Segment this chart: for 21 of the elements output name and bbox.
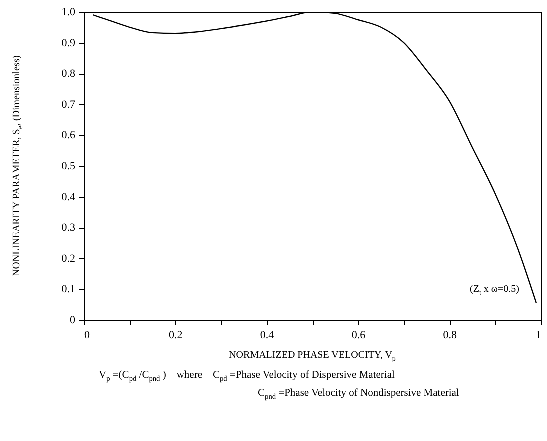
y-tick-label: 1.0 bbox=[62, 6, 76, 18]
x-tick-label: 0.8 bbox=[443, 330, 458, 342]
y-tick-label: 0.5 bbox=[62, 160, 76, 172]
x-tick-label: 0 bbox=[84, 330, 90, 342]
x-tick-label: 1 bbox=[536, 330, 542, 342]
text: C$_{pnd}$ =Phase Velocity of Nondispersive Material bbox=[258, 388, 460, 402]
x-tick-label: 0.2 bbox=[169, 330, 183, 342]
y-tick-label: 0 bbox=[70, 314, 76, 326]
y-tick-label: 0.6 bbox=[62, 130, 76, 142]
y-tick-label: 0.7 bbox=[62, 98, 76, 111]
x-tick-label: 0.4 bbox=[260, 330, 275, 342]
x-tick-label: 0.6 bbox=[352, 330, 366, 342]
text: V$_{p}$ =(C$_{pd}$ /C$_{pnd}$ ) where C$_{pd}$ =Phase Velocity of Dispersive Material bbox=[99, 370, 395, 384]
annotation: (Z$_{t}$ x ω=0.5) bbox=[470, 284, 520, 297]
y-tick-label: 0.2 bbox=[62, 252, 76, 265]
x-axis-title: NORMALIZED PHASE VELOCITY, V$_{p}$ bbox=[229, 350, 396, 363]
y-tick-label: 0.8 bbox=[62, 68, 76, 80]
y-tick-label: 0.1 bbox=[62, 284, 76, 296]
y-tick-label: 0.3 bbox=[62, 222, 76, 234]
y-tick-label: 0.4 bbox=[62, 191, 76, 204]
y-tick-label: 0.9 bbox=[62, 37, 76, 50]
